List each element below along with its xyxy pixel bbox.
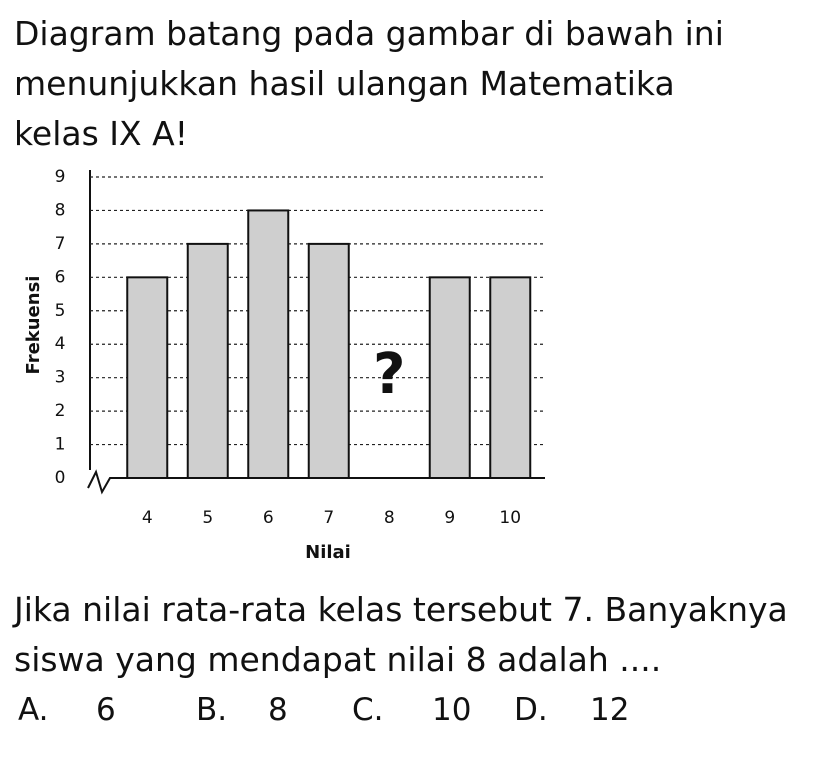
x-tick-label: 4 [142,508,153,528]
chart: Frekuensi Nilai 0 1 2 3 4 5 6 7 8 9 4 5 6 7 8? 9 10 [23,167,545,563]
option-label: C. [352,692,384,728]
y-tick-label: 7 [55,234,66,254]
option-label: B. [196,692,228,728]
y-tick-label: 5 [55,301,66,321]
option-text: 10 [432,692,472,728]
intro-line: Diagram batang pada gambar di bawah ini [14,14,724,53]
option-text: 8 [268,692,288,728]
y-tick-label: 4 [55,334,66,354]
bar [186,242,229,479]
option-text: 6 [96,692,116,728]
question-line: Jika nilai rata-rata kelas tersebut 7. B… [14,590,788,629]
x-tick-label: 8 [384,508,395,528]
x-tick-label: 9 [444,508,455,528]
bar [489,276,532,480]
option-label: D. [514,692,548,728]
option-label: A. [18,692,49,728]
x-tick-label: 5 [202,508,213,528]
bar [428,276,471,480]
annotation: ? [373,342,405,407]
x-tick-label: 7 [323,508,334,528]
x-tick-label: 10 [499,508,521,528]
y-tick-label: 0 [55,468,66,488]
y-tick-label: 2 [55,401,66,421]
x-tick-label: 6 [263,508,274,528]
y-tick-label: 8 [55,200,66,220]
axis-break [87,469,122,495]
x-axis-label: Nilai [305,542,351,563]
bar [126,276,169,480]
y-axis-label: Frekuensi [23,276,44,375]
option-text: 12 [590,692,630,728]
y-tick-label: 6 [55,267,66,287]
bar [247,209,290,479]
bar [307,242,350,479]
question-line: siswa yang mendapat nilai 8 adalah .... [14,640,662,679]
y-tick-label: 9 [55,167,66,187]
intro-line: menunjukkan hasil ulangan Matematika [14,64,675,103]
y-tick-label: 1 [55,435,66,455]
intro-line: kelas IX A! [14,114,188,153]
y-tick-label: 3 [55,368,66,388]
